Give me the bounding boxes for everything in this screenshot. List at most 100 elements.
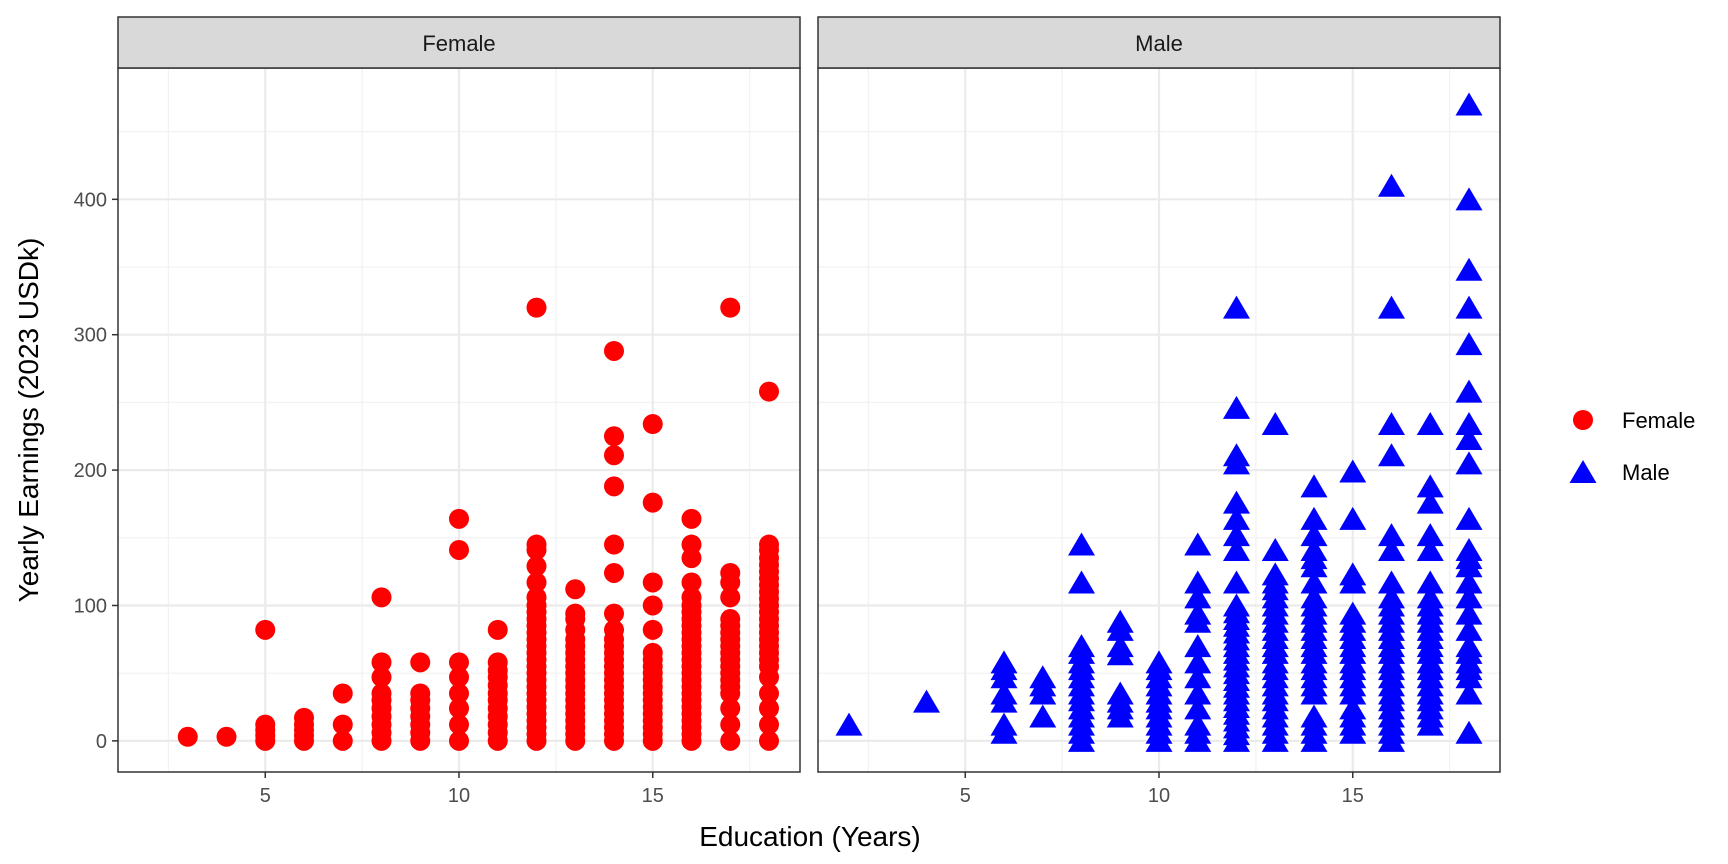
x-axis-title: Education (Years) xyxy=(699,821,921,852)
female-data-point xyxy=(681,587,702,608)
male-data-point xyxy=(1106,681,1134,705)
male-data-point xyxy=(1223,295,1250,319)
male-data-point xyxy=(1184,665,1212,689)
female-data-point xyxy=(720,609,741,630)
legend-key-male xyxy=(1569,460,1597,483)
female-data-point xyxy=(449,714,469,735)
female-data-point xyxy=(371,683,392,704)
male-data-point xyxy=(1378,443,1405,467)
male-data-point xyxy=(1184,681,1212,705)
female-data-point xyxy=(332,730,353,751)
male-data-point xyxy=(1416,585,1444,609)
female-strip-label: Female xyxy=(422,31,495,56)
female-data-point xyxy=(371,587,392,608)
female-data-point xyxy=(449,508,469,529)
female-x-tick-label: 10 xyxy=(448,785,470,807)
male-data-point xyxy=(1223,523,1250,547)
male-data-point xyxy=(913,689,940,713)
male-data-point xyxy=(1184,532,1212,556)
female-data-point xyxy=(526,534,547,555)
male-data-point xyxy=(1455,601,1483,625)
male-data-point xyxy=(1261,562,1289,586)
male-data-point xyxy=(1068,570,1095,594)
female-data-point xyxy=(565,603,586,624)
male-data-point xyxy=(1184,570,1212,594)
female-data-point xyxy=(371,667,392,688)
legend-label-male: Male xyxy=(1622,460,1670,485)
female-data-point xyxy=(449,652,469,673)
male-data-point xyxy=(1416,523,1444,547)
male-data-point xyxy=(1184,585,1212,609)
legend-label-female: Female xyxy=(1622,408,1695,433)
female-data-point xyxy=(720,297,741,318)
male-data-point xyxy=(1378,523,1405,547)
male-data-point xyxy=(1223,490,1250,514)
male-data-point xyxy=(1378,570,1405,594)
male-data-point xyxy=(1416,474,1444,498)
y-tick-label: 200 xyxy=(74,460,107,482)
male-data-point xyxy=(1455,451,1483,475)
y-axis-title: Yearly Earnings (2023 USDk) xyxy=(13,238,44,603)
female-data-point xyxy=(177,726,198,747)
male-data-point xyxy=(1416,570,1444,594)
female-data-point xyxy=(681,534,702,555)
male-data-point xyxy=(1029,704,1057,728)
male-data-point xyxy=(990,650,1018,674)
male-data-point xyxy=(1455,379,1483,403)
female-x-tick-label: 15 xyxy=(642,785,664,807)
male-data-point xyxy=(1416,537,1444,561)
female-data-point xyxy=(720,562,741,583)
male-data-point xyxy=(1184,696,1212,720)
female-data-point xyxy=(720,714,741,735)
male-data-point xyxy=(1068,532,1095,556)
male-data-point xyxy=(1184,712,1212,736)
female-data-point xyxy=(449,698,469,719)
female-data-point xyxy=(526,556,547,577)
male-data-point xyxy=(1455,187,1483,211)
female-data-point xyxy=(449,667,469,688)
female-data-point xyxy=(487,652,508,673)
male-data-point xyxy=(1339,562,1367,586)
female-data-point xyxy=(642,414,663,435)
male-data-point xyxy=(1261,537,1289,561)
male-data-point xyxy=(1455,537,1483,561)
female-data-point xyxy=(255,714,276,735)
female-data-point xyxy=(216,726,237,747)
male-data-point xyxy=(1339,696,1367,720)
female-data-point xyxy=(565,579,586,600)
female-data-point xyxy=(604,562,624,583)
male-data-point xyxy=(1300,585,1328,609)
female-data-point xyxy=(642,642,663,663)
male-data-point xyxy=(1223,593,1250,617)
male-data-point xyxy=(1378,585,1405,609)
male-x-tick-label: 5 xyxy=(960,785,971,807)
male-data-point xyxy=(1184,601,1212,625)
female-data-point xyxy=(604,426,624,447)
male-data-point xyxy=(1416,412,1444,436)
male-data-point xyxy=(1184,634,1212,658)
female-data-point xyxy=(410,683,431,704)
female-data-point xyxy=(642,595,663,616)
female-data-point xyxy=(720,587,741,608)
female-data-point xyxy=(759,534,779,555)
female-data-point xyxy=(449,730,469,751)
male-data-point xyxy=(1300,474,1328,498)
male-data-point xyxy=(1455,506,1483,530)
male-data-point xyxy=(1300,570,1328,594)
male-data-point xyxy=(1455,634,1483,658)
female-data-point xyxy=(604,603,624,624)
male-data-point xyxy=(1339,601,1367,625)
male-data-point xyxy=(1300,506,1328,530)
y-tick-label: 100 xyxy=(74,595,107,617)
female-data-point xyxy=(332,683,353,704)
male-strip xyxy=(817,16,1501,69)
female-data-point xyxy=(526,587,547,608)
y-tick-label: 0 xyxy=(96,731,107,753)
female-data-point xyxy=(759,730,779,751)
male-data-point xyxy=(1455,295,1483,319)
male-data-point xyxy=(1223,570,1250,594)
male-data-point xyxy=(1455,92,1483,116)
male-data-point xyxy=(1455,585,1483,609)
